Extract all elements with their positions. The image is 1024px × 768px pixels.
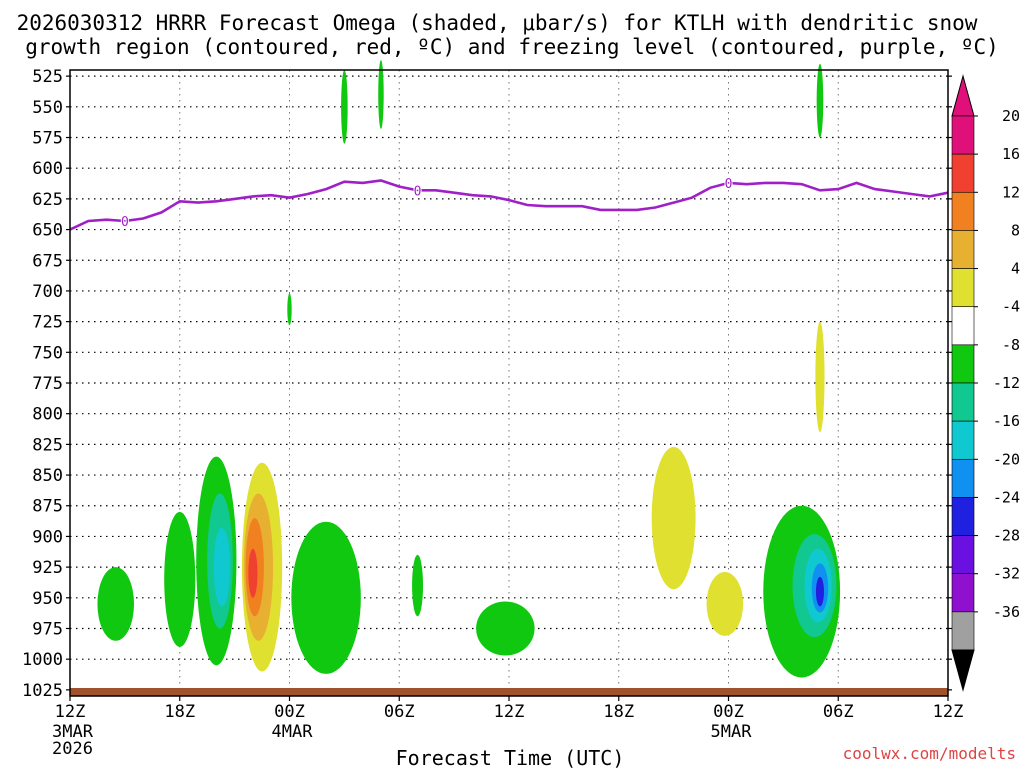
x-tick-label-0: 12Z — [55, 702, 86, 722]
omega-region-green-525-b — [378, 60, 384, 129]
omega-region-green-940-f — [412, 554, 424, 617]
colorbar-segment — [951, 573, 975, 613]
chart-title-line-2: growth region (contoured, red, ºC) and f… — [25, 35, 999, 59]
y-tick-label-775: 775 — [32, 374, 63, 394]
colorbar-label--8: -8 — [1002, 336, 1020, 354]
colorbar-segment — [951, 611, 975, 651]
y-tick-label-850: 850 — [32, 466, 63, 486]
terrain-strip — [70, 688, 948, 696]
x-tick-label-30: 18Z — [603, 702, 634, 722]
x-tick-label-18: 06Z — [384, 702, 415, 722]
y-tick-label-875: 875 — [32, 497, 63, 517]
freezing-label: 0 — [121, 215, 129, 230]
freezing-label-bg — [724, 176, 733, 189]
omega-region-green-715 — [287, 293, 292, 326]
colorbar-segment — [951, 153, 975, 193]
x-tick-label-42: 06Z — [823, 702, 854, 722]
freezing-label-bg — [413, 184, 422, 197]
colorbar-bottom-arrow — [951, 649, 975, 692]
colorbar-label--32: -32 — [993, 565, 1020, 583]
omega-region-yellow-770 — [815, 321, 825, 433]
x-tick-label-48: 12Z — [933, 702, 964, 722]
colorbar-label-8: 8 — [1011, 221, 1020, 239]
y-tick-label-1000: 1000 — [22, 650, 63, 670]
colorbar-segment — [951, 382, 975, 422]
colorbar-label-4: 4 — [1011, 260, 1020, 278]
y-tick-label-725: 725 — [32, 313, 63, 333]
freezing-level-contour — [69, 179, 949, 231]
y-tick-label-700: 700 — [32, 282, 63, 302]
freezing-level-labels: 0 0 0 — [120, 176, 733, 230]
omega-region-green-950-a — [97, 567, 135, 641]
y-tick-label-625: 625 — [32, 190, 63, 210]
y-tick-label-650: 650 — [32, 221, 63, 241]
credit-text: coolwx.com/modelts — [843, 744, 1016, 763]
omega-region-blue-940-j — [815, 576, 824, 607]
colorbar-segment — [951, 230, 975, 269]
colorbar-label--36: -36 — [993, 603, 1020, 621]
colorbar-label--20: -20 — [993, 450, 1020, 468]
x-tick-label-24: 12Z — [494, 702, 525, 722]
colorbar-label--16: -16 — [993, 412, 1020, 430]
omega-region-green-525-c — [816, 63, 824, 138]
y-tick-label-750: 750 — [32, 343, 63, 363]
omega-region-green-525-a — [341, 70, 348, 144]
colorbar: 20 16 12 8 4 -4 -8 -12 -16 -20 -24 -28 -32 -36 — [951, 74, 1020, 692]
x-tick-date: 4MAR — [272, 722, 314, 742]
y-tick-label-550: 550 — [32, 98, 63, 118]
colorbar-segment — [951, 306, 975, 346]
colorbar-label--12: -12 — [993, 374, 1020, 392]
x-tick-date: 3MAR — [52, 722, 94, 742]
y-tick-label-950: 950 — [32, 589, 63, 609]
y-tick-label-1025: 1025 — [22, 681, 63, 701]
omega-region-yellow-880-h — [651, 446, 696, 590]
chart-title-line-1: 2026030312 HRRR Forecast Omega (shaded, … — [17, 11, 978, 35]
omega-region-cyan-920-c — [213, 527, 231, 607]
y-tick-label-975: 975 — [32, 619, 63, 639]
colorbar-label-20: 20 — [1002, 107, 1020, 125]
colorbar-label-12: 12 — [1002, 183, 1020, 201]
omega-region-green-975-g — [476, 601, 535, 656]
omega-region-green-950-e — [291, 521, 361, 674]
x-tick-label-6: 18Z — [164, 702, 195, 722]
x-tick-label-36: 00Z — [713, 702, 744, 722]
colorbar-segment — [951, 268, 975, 308]
colorbar-top-arrow — [951, 74, 975, 117]
omega-shading — [97, 60, 841, 678]
x-tick-date: 5MAR — [711, 722, 753, 742]
y-tick-label-675: 675 — [32, 251, 63, 271]
y-tick-label-525: 525 — [32, 67, 63, 87]
colorbar-label--4: -4 — [1002, 298, 1020, 316]
y-tick-label-925: 925 — [32, 558, 63, 578]
colorbar-segment — [951, 535, 975, 575]
omega-region-green-930-b — [164, 511, 196, 647]
colorbar-label-16: 16 — [1002, 145, 1020, 163]
y-tick-label-575: 575 — [32, 129, 63, 149]
y-tick-label-600: 600 — [32, 159, 63, 179]
colorbar-label--24: -24 — [993, 488, 1020, 506]
y-tick-label-800: 800 — [32, 405, 63, 425]
colorbar-segment — [951, 191, 975, 231]
colorbar-segment — [951, 344, 975, 384]
freezing-label-bg — [120, 214, 129, 227]
y-tick-label-825: 825 — [32, 435, 63, 455]
colorbar-segment — [951, 420, 975, 460]
colorbar-segment — [951, 115, 975, 155]
omega-region-red-925-d — [248, 548, 258, 598]
freezing-label: 0 — [725, 177, 733, 192]
colorbar-segment — [951, 458, 975, 498]
y-axis-ticks: 525 550 575 600 625 650 675 700 725 750 775 800 825 8… — [22, 67, 952, 701]
colorbar-label--28: -28 — [993, 527, 1020, 545]
x-tick-label-12: 00Z — [274, 702, 305, 722]
y-tick-label-900: 900 — [32, 527, 63, 547]
x-tick-year: 2026 — [52, 739, 93, 759]
colorbar-segment — [951, 497, 975, 536]
freezing-label: 0 — [414, 184, 422, 199]
x-axis-label: Forecast Time (UTC) — [396, 746, 625, 768]
omega-region-yellow-950-i — [706, 572, 744, 636]
